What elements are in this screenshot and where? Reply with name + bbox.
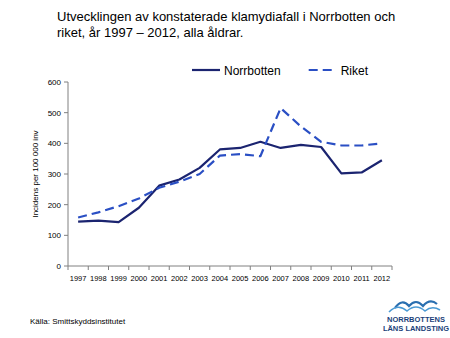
y-tick-label: 500 — [48, 109, 62, 118]
x-tick-boundary — [270, 266, 271, 270]
legend-label: Norrbotten — [224, 64, 281, 78]
x-tick-label: 1999 — [110, 274, 127, 283]
x-tick-label: 2003 — [191, 274, 208, 283]
title: Utvecklingen av konstaterade klamydiafal… — [57, 9, 417, 41]
series-line — [78, 108, 382, 217]
x-tick-boundary — [250, 266, 251, 270]
x-tick-boundary — [88, 266, 89, 270]
y-tick — [64, 82, 68, 83]
logo-text: LÄNS LANDSTING — [383, 324, 449, 333]
logo: NORRBOTTENSLÄNS LANDSTING — [383, 301, 449, 333]
x-tick-boundary — [290, 266, 291, 270]
x-tick-label: 2004 — [212, 274, 229, 283]
y-tick-label: 400 — [48, 139, 62, 148]
x-tick-label: 2011 — [354, 274, 370, 283]
source-note: Källa: Smittskyddsinstitutet — [30, 317, 126, 326]
x-tick-boundary — [371, 266, 372, 270]
x-tick-label: 2010 — [333, 274, 350, 283]
logo-wave — [389, 307, 440, 312]
x-tick-boundary — [108, 266, 109, 270]
x-tick-label: 2005 — [232, 274, 249, 283]
x-tick-boundary — [351, 266, 352, 270]
x-tick-boundary — [68, 266, 69, 270]
x-tick-label: 2006 — [252, 274, 269, 283]
y-tick — [64, 204, 68, 205]
x-tick-boundary — [169, 266, 170, 270]
legend-swatch — [309, 69, 337, 71]
chart-root: Utvecklingen av konstaterade klamydiafal… — [0, 0, 450, 338]
y-tick — [64, 235, 68, 236]
legend-label: Riket — [341, 64, 369, 78]
x-tick-label: 1998 — [90, 274, 107, 283]
x-tick-boundary — [331, 266, 332, 270]
x-tick-label: 2012 — [374, 274, 391, 283]
y-tick-label: 300 — [48, 170, 62, 179]
series-line — [78, 142, 382, 222]
x-tick-boundary — [230, 266, 231, 270]
y-tick — [64, 143, 68, 144]
y-tick-label: 0 — [57, 262, 62, 271]
y-tick — [64, 266, 68, 267]
x-tick-label: 2009 — [313, 274, 330, 283]
x-tick-label: 2007 — [272, 274, 289, 283]
x-tick-label: 2008 — [293, 274, 310, 283]
y-tick — [64, 174, 68, 175]
chart-svg: 0100200300400500600199719981999200020012… — [0, 0, 450, 338]
x-tick-boundary — [209, 266, 210, 270]
x-tick-boundary — [311, 266, 312, 270]
x-tick-boundary — [392, 266, 393, 270]
x-tick-label: 1997 — [70, 274, 87, 283]
x-tick-label: 2002 — [171, 274, 188, 283]
y-tick-label: 200 — [48, 201, 62, 210]
x-tick-boundary — [128, 266, 129, 270]
logo-text: NORRBOTTENS — [387, 315, 445, 324]
x-tick-boundary — [189, 266, 190, 270]
x-tick-boundary — [149, 266, 150, 270]
y-axis-label: Incidens per 100 000 inv — [31, 130, 40, 217]
x-tick-label: 2000 — [131, 274, 148, 283]
legend-swatch — [192, 69, 220, 71]
y-tick-label: 100 — [48, 231, 62, 240]
plot-area — [78, 108, 382, 222]
x-tick-label: 2001 — [151, 274, 168, 283]
y-tick-label: 600 — [48, 78, 62, 87]
y-tick — [64, 112, 68, 113]
